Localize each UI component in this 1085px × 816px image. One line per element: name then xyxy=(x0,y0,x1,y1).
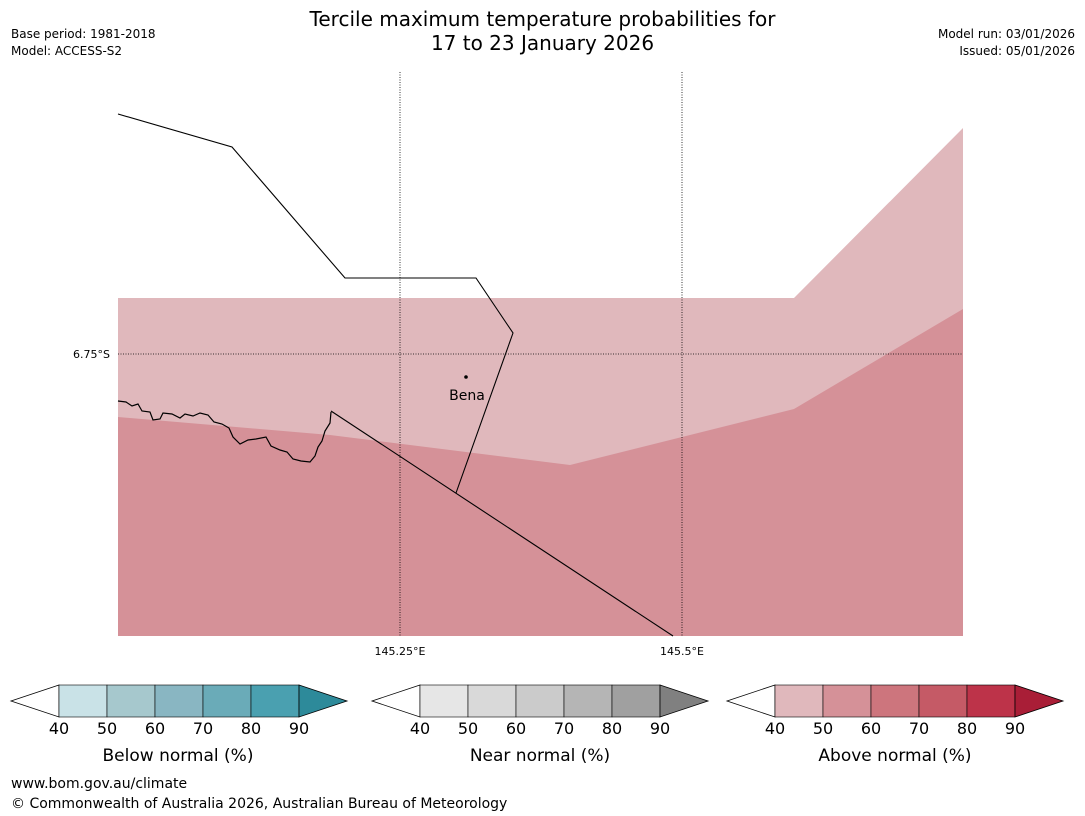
colorbar-segment xyxy=(774,684,824,718)
colorbar-tick-label: 70 xyxy=(554,719,574,738)
colorbar-segment xyxy=(419,684,469,718)
town-marker[interactable] xyxy=(464,375,468,379)
colorbar-segment xyxy=(154,684,204,718)
colorbar-tick-label: 90 xyxy=(1005,719,1025,738)
colorbar-title-near: Near normal (%) xyxy=(470,746,610,764)
colorbar-segment xyxy=(202,684,252,718)
colorbar-tick-label: 40 xyxy=(765,719,785,738)
colorbar-above-normal: 40 50 60 70 80 90 Above normal (%) xyxy=(725,684,1065,764)
footer: www.bom.gov.au/climate © Commonwealth of… xyxy=(11,774,507,814)
colorbar-segments xyxy=(725,684,1065,718)
footer-copyright: © Commonwealth of Australia 2026, Austra… xyxy=(11,796,508,812)
colorbar-extend-low xyxy=(370,684,421,718)
forecast-map[interactable]: 6.75°S 145.25°E 145.5°E Bena xyxy=(0,0,1085,680)
lon-label-145-5: 145.5°E xyxy=(660,645,704,658)
colorbar-extend-high xyxy=(298,684,349,718)
colorbar-below-normal: 40 50 60 70 80 90 Below normal (%) xyxy=(9,684,349,764)
colorbar-tick-label: 50 xyxy=(813,719,833,738)
model-text: Model: ACCESS-S2 xyxy=(11,44,123,58)
model-run-text: Model run: 03/01/2026 xyxy=(937,27,1075,41)
colorbar-tick-label: 80 xyxy=(241,719,261,738)
footer-url[interactable]: www.bom.gov.au/climate xyxy=(11,776,188,792)
colorbar-extend-high xyxy=(1014,684,1065,718)
colorbar-ticks: 40 50 60 70 80 90 xyxy=(49,719,309,738)
colorbar-tick-label: 60 xyxy=(506,719,526,738)
colorbar-segment xyxy=(515,684,565,718)
colorbar-segment xyxy=(467,684,517,718)
colorbar-segment xyxy=(870,684,920,718)
colorbar-extend-high xyxy=(659,684,710,718)
issued-text: Issued: 05/01/2026 xyxy=(959,44,1075,58)
meta-right: Model run: 03/01/2026 Issued: 05/01/2026 xyxy=(938,26,1075,60)
colorbar-tick-label: 80 xyxy=(957,719,977,738)
colorbar-tick-label: 70 xyxy=(909,719,929,738)
coastline xyxy=(117,400,332,463)
colorbar-tick-label: 50 xyxy=(97,719,117,738)
colorbar-segment xyxy=(106,684,156,718)
colorbar-tick-label: 40 xyxy=(410,719,430,738)
colorbar-segments xyxy=(370,684,710,718)
colorbar-title-below: Below normal (%) xyxy=(103,746,254,764)
colorbar-tick-label: 60 xyxy=(861,719,881,738)
colorbar-tick-label: 90 xyxy=(650,719,670,738)
colorbar-extend-low xyxy=(725,684,776,718)
title-line-2: 17 to 23 January 2026 xyxy=(430,31,655,55)
lat-label: 6.75°S xyxy=(73,348,110,361)
colorbar-segment xyxy=(966,684,1016,718)
colorbar-ticks: 40 50 60 70 80 90 xyxy=(410,719,670,738)
town-label: Bena xyxy=(449,388,485,404)
colorbar-near-normal: 40 50 60 70 80 90 Near normal (%) xyxy=(370,684,710,764)
colorbar-tick-label: 50 xyxy=(458,719,478,738)
colorbar-segment xyxy=(250,684,300,718)
boundary-line-north xyxy=(117,113,514,494)
base-period-text: Base period: 1981-2018 xyxy=(11,27,156,41)
colorbar-ticks: 40 50 60 70 80 90 xyxy=(765,719,1025,738)
colorbar-segment xyxy=(611,684,661,718)
colorbar-tick-label: 40 xyxy=(49,719,69,738)
colorbar-extend-low xyxy=(9,684,60,718)
colorbar-tick-label: 90 xyxy=(289,719,309,738)
region-above-50-60 xyxy=(118,309,963,636)
colorbar-tick-label: 60 xyxy=(145,719,165,738)
lon-label-145-25: 145.25°E xyxy=(375,645,426,658)
colorbar-segment xyxy=(822,684,872,718)
colorbar-segment xyxy=(563,684,613,718)
title-line-1: Tercile maximum temperature probabilitie… xyxy=(309,7,776,31)
colorbar-segment xyxy=(918,684,968,718)
colorbar-segments xyxy=(9,684,349,718)
colorbar-segment xyxy=(58,684,108,718)
chart-title: Tercile maximum temperature probabilitie… xyxy=(0,7,1085,55)
colorbar-tick-label: 70 xyxy=(193,719,213,738)
colorbar-title-above: Above normal (%) xyxy=(818,746,971,764)
boundary-line-south xyxy=(330,410,674,637)
meta-left: Base period: 1981-2018 Model: ACCESS-S2 xyxy=(11,26,156,60)
colorbar-tick-label: 80 xyxy=(602,719,622,738)
